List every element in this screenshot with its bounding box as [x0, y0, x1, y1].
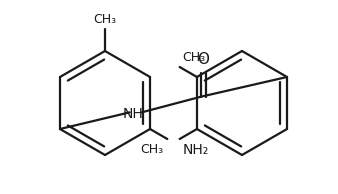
- Text: CH₃: CH₃: [183, 51, 206, 64]
- Text: NH₂: NH₂: [183, 143, 209, 157]
- Text: O: O: [197, 52, 209, 67]
- Text: CH₃: CH₃: [93, 13, 117, 26]
- Text: CH₃: CH₃: [140, 143, 163, 156]
- Text: NH: NH: [122, 107, 143, 121]
